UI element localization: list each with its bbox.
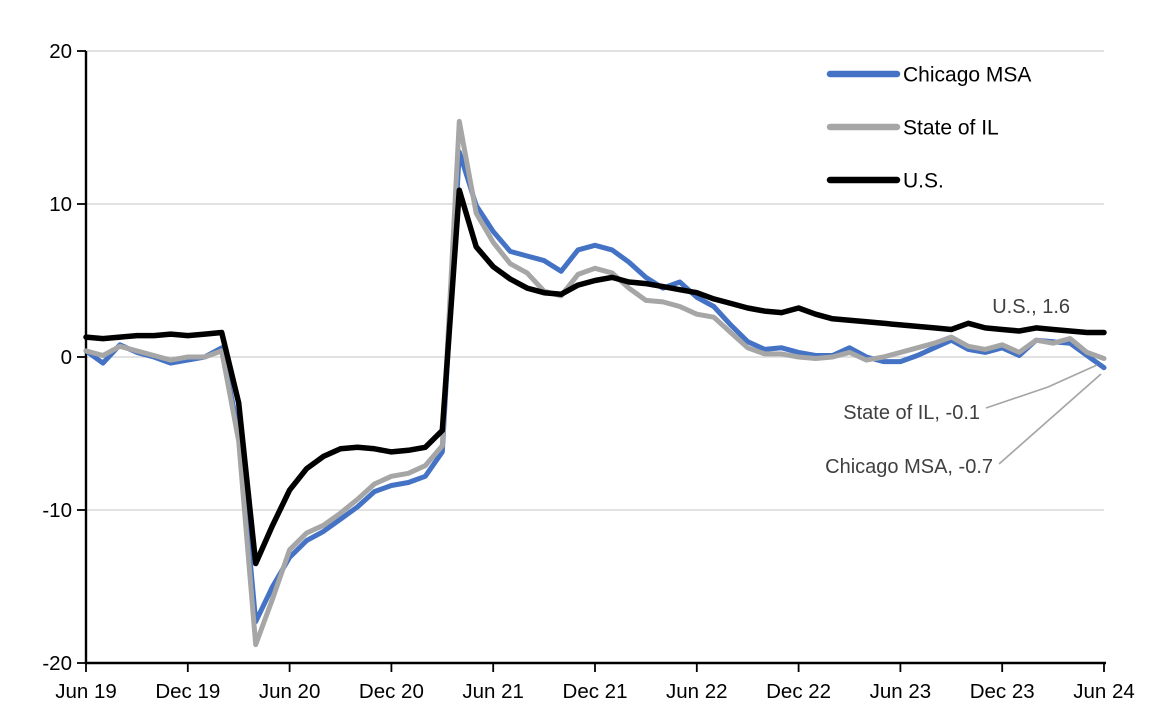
annotations: U.S., 1.6 State of IL, -0.1 Chicago MSA, -… (825, 296, 1102, 478)
x-tick-label: Jun 20 (259, 680, 321, 703)
x-tick-label: Jun 22 (666, 680, 728, 703)
y-tick-label: 20 (49, 40, 72, 63)
x-tick-label: Dec 20 (359, 680, 424, 703)
annotation-state-of-il: State of IL, -0.1 (843, 402, 980, 424)
x-tick-label: Jun 24 (1073, 680, 1135, 703)
series-line-chicago-msa (83, 149, 1107, 625)
y-tick-label: -10 (42, 499, 72, 522)
series-lines (83, 118, 1107, 648)
legend-label-u-s: U.S. (903, 170, 944, 193)
annotation-leader-line-chicago-msa (998, 373, 1102, 465)
x-tick-label: Jun 23 (870, 680, 932, 703)
x-tick-label: Dec 21 (563, 680, 628, 703)
y-tick-label: 0 (61, 346, 72, 369)
annotation-leader-line-state-of-il (985, 364, 1098, 409)
x-tick-label: Jun 21 (462, 680, 524, 703)
series-line-u-s (83, 187, 1107, 567)
annotation-chicago-msa: Chicago MSA, -0.7 (825, 456, 993, 478)
gridlines (86, 50, 1104, 664)
y-tick-label: 10 (49, 193, 72, 216)
x-tick-label: Dec 19 (155, 680, 220, 703)
x-tick-label: Jun 19 (55, 680, 117, 703)
annotation-u-s: U.S., 1.6 (992, 296, 1070, 318)
legend-label-state-of-il: State of IL (903, 117, 999, 140)
y-tick-label: -20 (42, 652, 72, 675)
series-line-state-of-il (83, 118, 1107, 648)
legend-label-chicago-msa: Chicago MSA (903, 64, 1031, 87)
x-tick-label: Dec 22 (766, 680, 831, 703)
legend: Chicago MSA State of IL U.S. (826, 64, 1031, 193)
x-tick-label: Dec 23 (970, 680, 1035, 703)
axes: 20 10 0 -10 -20 Jun 19 Dec 19 Jun 20 Dec 20 Jun 2… (42, 40, 1134, 703)
